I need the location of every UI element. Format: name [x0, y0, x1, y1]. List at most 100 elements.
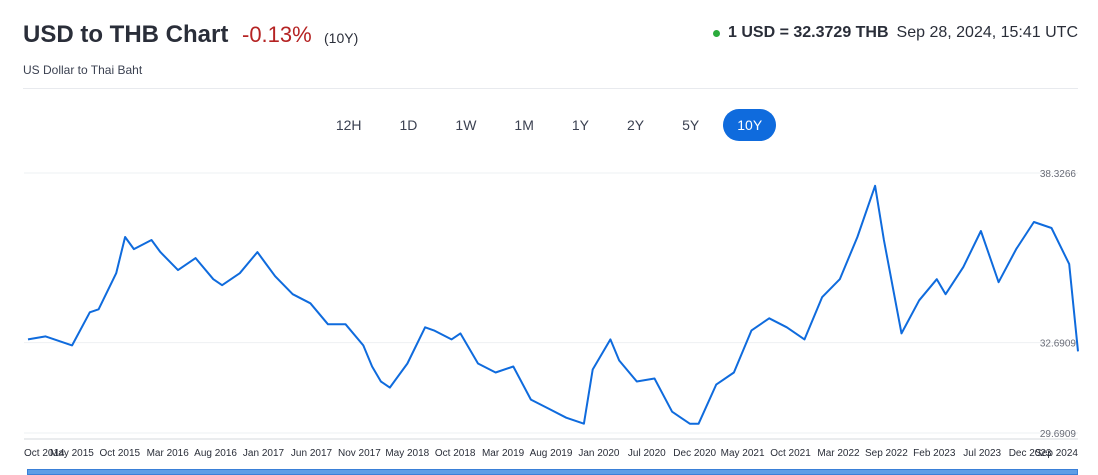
x-tick-label: Dec 2023: [1009, 448, 1052, 459]
data-point: [979, 229, 983, 233]
x-tick-label: May 2018: [385, 448, 429, 459]
chart-subtitle: US Dollar to Thai Baht: [23, 63, 143, 77]
data-point: [670, 410, 674, 414]
data-point: [150, 238, 154, 242]
range-button-1d[interactable]: 1D: [386, 109, 432, 141]
data-point: [238, 271, 242, 275]
x-tick-label: Mar 2022: [817, 448, 860, 459]
data-point: [370, 365, 374, 369]
data-point: [917, 298, 921, 302]
data-point: [608, 337, 612, 341]
data-point: [264, 262, 268, 266]
x-tick-label: Aug 2016: [194, 448, 237, 459]
range-button-1m[interactable]: 1M: [500, 109, 547, 141]
data-point: [564, 416, 568, 420]
series-line: [27, 184, 1079, 425]
data-point: [855, 235, 859, 239]
data-point: [882, 238, 886, 242]
x-tick-label: Jun 2017: [291, 448, 333, 459]
data-point: [529, 398, 533, 402]
x-tick-label: Jul 2020: [628, 448, 666, 459]
data-point: [714, 383, 718, 387]
x-tick-label: Oct 2015: [100, 448, 141, 459]
data-point: [123, 235, 127, 239]
x-tick-label: Oct 2014: [24, 448, 65, 459]
data-point: [308, 301, 312, 305]
data-point: [423, 325, 427, 329]
data-point: [961, 265, 965, 269]
x-tick-label: Jan 2017: [243, 448, 285, 459]
data-point: [450, 337, 454, 341]
data-point: [1050, 226, 1054, 230]
period-label: (10Y): [324, 30, 359, 46]
data-point: [944, 292, 948, 296]
data-point: [88, 310, 92, 314]
data-point: [582, 422, 586, 426]
x-tick-label: Mar 2019: [482, 448, 525, 459]
x-tick-label: Mar 2016: [147, 448, 190, 459]
data-point: [476, 362, 480, 366]
x-tick-label: Sep 2022: [865, 448, 908, 459]
data-point: [458, 331, 462, 335]
range-button-10y[interactable]: 10Y: [723, 109, 777, 141]
data-point: [26, 337, 30, 341]
data-point: [697, 422, 701, 426]
live-dot-icon: [713, 29, 721, 37]
data-point: [176, 268, 180, 272]
data-point: [158, 250, 162, 254]
data-point: [273, 274, 277, 278]
rate-timestamp: Sep 28, 2024, 15:41 UTC: [896, 24, 1078, 41]
data-point: [291, 292, 295, 296]
data-point: [44, 334, 48, 338]
x-tick-label: Feb 2023: [913, 448, 956, 459]
data-point: [326, 322, 330, 326]
x-tick-label: Jul 2023: [963, 448, 1001, 459]
data-point: [1067, 262, 1071, 266]
data-point: [255, 250, 259, 254]
data-point: [361, 343, 365, 347]
data-point: [997, 280, 1001, 284]
data-point: [838, 277, 842, 281]
data-point: [344, 322, 348, 326]
range-button-12h[interactable]: 12H: [322, 109, 376, 141]
y-tick-label: 32.6909: [1040, 339, 1077, 350]
data-point: [70, 343, 74, 347]
x-tick-label: Oct 2018: [435, 448, 476, 459]
y-tick-label: 38.3266: [1040, 169, 1077, 180]
data-point: [405, 362, 409, 366]
range-button-2y[interactable]: 2Y: [613, 109, 658, 141]
data-point: [679, 416, 683, 420]
data-point: [379, 380, 383, 384]
data-point: [635, 380, 639, 384]
chart-title: USD to THB Chart: [23, 21, 229, 48]
change-percent: -0.13%: [242, 22, 312, 47]
range-navigator[interactable]: [27, 469, 1078, 475]
data-point: [873, 184, 877, 188]
range-button-5y[interactable]: 5Y: [668, 109, 713, 141]
range-button-1y[interactable]: 1Y: [558, 109, 603, 141]
data-point: [653, 377, 657, 381]
x-tick-label: Jan 2020: [578, 448, 620, 459]
data-point: [617, 359, 621, 363]
data-point: [750, 328, 754, 332]
range-selector: 12H 1D 1W 1M 1Y 2Y 5Y 10Y: [0, 109, 1098, 141]
data-point: [935, 277, 939, 281]
x-tick-label: Oct 2021: [770, 448, 811, 459]
data-point: [820, 295, 824, 299]
data-point: [767, 316, 771, 320]
data-point: [388, 386, 392, 390]
data-point: [432, 328, 436, 332]
x-tick-label: May 2021: [721, 448, 765, 459]
data-point: [211, 277, 215, 281]
data-point: [132, 247, 136, 251]
data-point: [547, 407, 551, 411]
x-tick-label: Sep 2024: [1035, 448, 1078, 459]
data-point: [785, 325, 789, 329]
range-button-1w[interactable]: 1W: [441, 109, 490, 141]
data-point: [591, 368, 595, 372]
live-rate: 1 USD = 32.3729 THB Sep 28, 2024, 15:41 …: [713, 24, 1078, 42]
x-tick-label: Nov 2017: [338, 448, 381, 459]
header-divider: [23, 88, 1078, 89]
data-point: [732, 371, 736, 375]
